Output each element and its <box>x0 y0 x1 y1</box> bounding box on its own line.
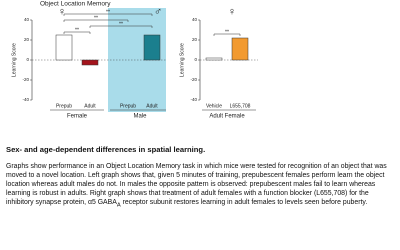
y-tick-label: 0 <box>26 57 29 62</box>
significance-bracket <box>213 33 241 36</box>
sex-symbol: ♂ <box>154 6 162 18</box>
significance-bracket <box>63 13 153 16</box>
x-tick-label: Vehicle <box>206 103 222 109</box>
y-tick-label: 40 <box>24 17 30 22</box>
y-tick-label: 40 <box>192 17 198 22</box>
significance-bracket <box>63 19 129 22</box>
bar <box>205 57 223 61</box>
caption: Sex- and age-dependent differences in sp… <box>6 145 392 210</box>
y-tick-label: -20 <box>22 77 29 82</box>
x-tick-label: Prepub <box>120 103 136 109</box>
significance-bracket <box>63 31 91 34</box>
text: Graphs show performance in an Object Loc… <box>6 163 387 206</box>
bar <box>143 34 161 61</box>
group-label: Female <box>67 114 88 120</box>
y-tick-label: -40 <box>190 97 197 102</box>
significance-label: ** <box>106 9 110 15</box>
heading: Sex- and age-dependent differences in sp… <box>6 145 206 154</box>
bar <box>231 37 249 61</box>
sex-symbol: ♀ <box>228 6 236 18</box>
y-tick-label: 0 <box>194 57 197 62</box>
bar <box>55 34 73 61</box>
y-tick-label: -20 <box>190 77 197 82</box>
significance-label: ** <box>119 21 123 27</box>
x-tick-label: Adult <box>146 103 158 109</box>
x-tick-label: Prepub <box>56 103 72 109</box>
significance-bracket <box>89 25 153 28</box>
y-axis-label: Learning Score <box>11 43 17 77</box>
significance-label: ** <box>225 29 229 35</box>
charts: Object Location Memory Learning Score 40 20… <box>11 1 258 120</box>
significance-label: ** <box>75 27 79 33</box>
y-tick-label: 20 <box>24 37 30 42</box>
y-axis-label: Learning Score <box>179 43 185 77</box>
chart-title: Object Location Memory <box>40 1 111 8</box>
x-tick-label: L655,708 <box>230 103 251 109</box>
text: receptor subunit restores learning in ad… <box>120 199 368 206</box>
subscript: A <box>116 202 121 209</box>
significance-label: ** <box>94 15 98 21</box>
x-tick-label: Adult <box>84 103 96 109</box>
sex-symbol: ♀ <box>58 6 66 18</box>
group-label: Adult Female <box>209 114 245 120</box>
y-tick-label: -40 <box>22 97 29 102</box>
y-tick-label: 20 <box>192 37 198 42</box>
bar <box>81 59 99 66</box>
group-label: Male <box>133 114 147 120</box>
paragraph: Graphs show performance in an Object Loc… <box>6 162 392 210</box>
